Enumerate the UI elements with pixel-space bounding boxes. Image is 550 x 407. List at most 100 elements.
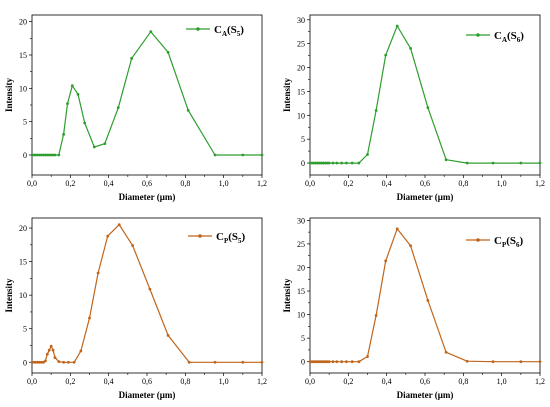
legend-text-sub2: 5 xyxy=(238,237,242,245)
x-tick-label: 1,0 xyxy=(219,377,229,386)
data-point xyxy=(491,360,495,364)
data-point xyxy=(519,161,523,165)
data-point xyxy=(331,161,335,165)
data-point xyxy=(88,316,91,320)
data-point xyxy=(331,360,335,364)
legend-label: CP(S5) xyxy=(216,231,246,245)
y-tick-label: 0 xyxy=(23,358,27,367)
y-tick-label: 20 xyxy=(19,224,27,233)
data-point xyxy=(340,161,344,165)
data-point xyxy=(32,153,36,157)
x-tick-label: 0,8 xyxy=(180,179,190,188)
y-tick-label: 15 xyxy=(297,87,305,96)
x-tick-label: 1,2 xyxy=(257,179,267,188)
series-line xyxy=(32,224,262,363)
legend-text-sub2: 5 xyxy=(237,30,241,38)
data-point xyxy=(340,360,344,364)
legend-marker xyxy=(476,33,480,37)
data-point xyxy=(426,299,430,302)
y-tick-label: 30 xyxy=(297,16,305,25)
data-point xyxy=(538,161,542,165)
data-point xyxy=(130,56,134,60)
data-point xyxy=(62,360,66,364)
data-point xyxy=(213,360,217,364)
y-tick-label: 10 xyxy=(297,111,305,120)
x-tick-label: 0,8 xyxy=(458,377,468,386)
x-tick-label: 0,4 xyxy=(104,377,114,386)
legend-text-open: (S xyxy=(227,24,237,36)
legend-text-close: ) xyxy=(520,235,524,247)
data-point xyxy=(62,132,66,136)
legend-text-sub1: P xyxy=(224,237,229,245)
data-point xyxy=(316,360,320,364)
legend-marker xyxy=(476,238,480,242)
y-tick-label: 0 xyxy=(23,151,27,160)
data-point xyxy=(49,153,53,157)
legend-text-close: ) xyxy=(520,30,524,42)
x-axis-label: Diameter (μm) xyxy=(119,192,176,202)
x-tick-label: 0,6 xyxy=(142,179,152,188)
data-point xyxy=(117,223,121,227)
data-point xyxy=(323,161,327,165)
legend: CP(S6) xyxy=(466,235,524,249)
data-point xyxy=(57,153,61,157)
data-point xyxy=(409,244,413,248)
data-point xyxy=(36,153,40,157)
data-point xyxy=(42,153,45,157)
x-tick-label: 0,6 xyxy=(142,377,152,386)
data-point xyxy=(166,50,170,54)
legend-text-main: C xyxy=(494,30,502,42)
data-point xyxy=(34,153,38,157)
data-point xyxy=(374,314,378,317)
data-point xyxy=(395,24,399,28)
data-point xyxy=(53,356,57,359)
data-point xyxy=(350,360,354,364)
x-tick-label: 0,2 xyxy=(65,179,75,188)
data-point xyxy=(357,161,361,165)
data-point xyxy=(79,349,83,353)
data-point xyxy=(357,360,361,364)
x-tick-label: 0,4 xyxy=(382,179,392,188)
data-point xyxy=(327,360,331,364)
data-point xyxy=(538,360,542,364)
data-point xyxy=(465,161,469,165)
x-tick-label: 0,2 xyxy=(343,377,353,386)
legend-text-sub2: 6 xyxy=(516,241,520,249)
y-tick-label: 20 xyxy=(19,18,27,27)
y-tick-label: 20 xyxy=(297,64,305,73)
x-tick-label: 0,4 xyxy=(382,377,392,386)
data-point xyxy=(350,161,354,165)
y-tick-label: 20 xyxy=(297,263,305,272)
data-point xyxy=(72,360,76,364)
x-tick-label: 0,6 xyxy=(420,377,430,386)
data-point xyxy=(116,106,120,110)
data-point xyxy=(325,360,329,364)
data-point xyxy=(131,244,135,247)
series-line xyxy=(310,25,540,164)
data-point xyxy=(103,142,107,146)
data-point xyxy=(83,121,87,125)
data-point xyxy=(314,161,318,165)
data-point xyxy=(96,271,100,275)
y-tick-label: 10 xyxy=(19,291,27,300)
data-point xyxy=(106,234,110,238)
chart-panel-2: 0,0 0,2 0,4 0,6 0,8 1,0 1,2 0 5 10 15 20 25 30 Diamete… xyxy=(282,14,545,202)
legend-text-open: (S xyxy=(506,235,516,247)
data-point xyxy=(444,350,448,354)
data-point xyxy=(53,153,57,157)
legend-marker xyxy=(196,27,200,31)
chart-panel-4: 0,0 0,2 0,4 0,6 0,8 1,0 1,2 0 5 10 15 20 25 30 Diamete… xyxy=(282,216,545,400)
data-point xyxy=(186,108,190,112)
data-point xyxy=(322,360,325,364)
data-point xyxy=(345,360,348,364)
data-point xyxy=(426,106,430,110)
legend: CA(S6) xyxy=(466,30,524,44)
x-axis-label: Diameter (μm) xyxy=(397,192,454,202)
data-point xyxy=(318,360,321,364)
x-axis-label: Diameter (μm) xyxy=(397,390,454,400)
data-point xyxy=(312,360,316,364)
y-axis-label: Intensity xyxy=(4,278,14,313)
y-axis-label: Intensity xyxy=(282,278,292,313)
data-point xyxy=(32,360,36,364)
data-point xyxy=(308,360,312,364)
